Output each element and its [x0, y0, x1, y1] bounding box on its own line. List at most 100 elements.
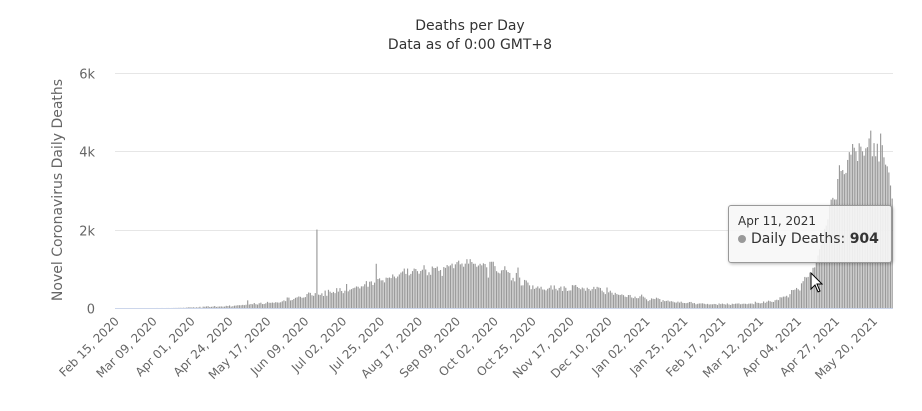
bar[interactable]: [558, 287, 560, 308]
bar[interactable]: [614, 292, 616, 308]
bar[interactable]: [298, 296, 300, 308]
bar[interactable]: [809, 272, 811, 308]
bar[interactable]: [825, 225, 827, 308]
bar[interactable]: [552, 289, 554, 308]
bar[interactable]: [281, 301, 283, 308]
bar[interactable]: [705, 304, 707, 308]
bar[interactable]: [720, 304, 722, 308]
bar[interactable]: [273, 302, 275, 308]
bar[interactable]: [357, 286, 359, 308]
bar[interactable]: [467, 263, 470, 308]
bar[interactable]: [500, 270, 503, 308]
bar[interactable]: [402, 271, 404, 308]
bar[interactable]: [431, 266, 433, 308]
bar[interactable]: [786, 295, 788, 308]
bar[interactable]: [257, 304, 259, 308]
bar[interactable]: [228, 305, 231, 308]
bar[interactable]: [797, 289, 799, 308]
bar[interactable]: [779, 297, 781, 308]
bar[interactable]: [753, 304, 755, 308]
bar[interactable]: [819, 249, 821, 308]
bar[interactable]: [547, 288, 549, 308]
bar[interactable]: [280, 302, 282, 308]
bar[interactable]: [497, 272, 499, 308]
bar[interactable]: [767, 300, 770, 308]
bar[interactable]: [738, 303, 740, 308]
bar[interactable]: [525, 280, 527, 309]
bar[interactable]: [519, 277, 521, 308]
bar[interactable]: [377, 279, 379, 308]
bar[interactable]: [420, 271, 422, 308]
bar[interactable]: [527, 282, 529, 308]
bar[interactable]: [764, 302, 766, 308]
bar[interactable]: [611, 292, 613, 308]
bar[interactable]: [716, 304, 719, 308]
bar[interactable]: [205, 306, 208, 308]
bar[interactable]: [568, 290, 570, 308]
bar[interactable]: [659, 299, 661, 308]
bar[interactable]: [365, 281, 367, 308]
bar[interactable]: [306, 294, 308, 308]
bar[interactable]: [435, 268, 437, 308]
bar[interactable]: [494, 266, 496, 308]
bar[interactable]: [390, 278, 392, 308]
bar[interactable]: [378, 278, 381, 308]
bar[interactable]: [233, 305, 236, 308]
bar[interactable]: [763, 301, 765, 308]
bar[interactable]: [266, 301, 269, 308]
bar[interactable]: [504, 266, 506, 308]
bar[interactable]: [576, 286, 578, 308]
bar[interactable]: [430, 274, 432, 308]
bar[interactable]: [781, 297, 783, 308]
bar[interactable]: [360, 286, 362, 308]
bar[interactable]: [647, 301, 649, 308]
bar[interactable]: [631, 297, 633, 309]
bar[interactable]: [571, 285, 573, 308]
bar[interactable]: [471, 262, 473, 308]
bar[interactable]: [769, 301, 771, 308]
bar[interactable]: [329, 291, 331, 308]
bar[interactable]: [217, 306, 219, 308]
bar[interactable]: [535, 287, 537, 308]
bar[interactable]: [496, 271, 498, 308]
bar[interactable]: [502, 269, 504, 308]
bar[interactable]: [593, 286, 595, 308]
bar[interactable]: [425, 269, 427, 309]
bar[interactable]: [187, 307, 189, 308]
bar[interactable]: [301, 297, 303, 308]
bar[interactable]: [291, 300, 293, 308]
bar[interactable]: [748, 303, 750, 308]
bar[interactable]: [316, 229, 318, 308]
bar[interactable]: [189, 307, 191, 308]
bar[interactable]: [481, 265, 483, 308]
bar[interactable]: [556, 290, 559, 308]
bar[interactable]: [766, 301, 768, 308]
bar[interactable]: [528, 285, 531, 308]
bar[interactable]: [820, 244, 822, 308]
bar[interactable]: [369, 281, 371, 308]
bar[interactable]: [232, 306, 234, 308]
bar[interactable]: [619, 294, 621, 308]
bar[interactable]: [354, 287, 356, 308]
bar[interactable]: [275, 302, 277, 308]
bar[interactable]: [553, 285, 555, 308]
bar[interactable]: [814, 267, 816, 308]
bar[interactable]: [337, 291, 339, 308]
bar[interactable]: [289, 300, 292, 308]
bar[interactable]: [799, 290, 801, 308]
bar[interactable]: [697, 303, 699, 308]
bar[interactable]: [629, 294, 631, 308]
bar[interactable]: [634, 296, 636, 308]
bar[interactable]: [319, 294, 321, 308]
bar[interactable]: [393, 276, 395, 308]
bar[interactable]: [237, 305, 239, 308]
bar[interactable]: [563, 286, 565, 308]
bar[interactable]: [543, 289, 545, 308]
bar[interactable]: [204, 306, 206, 308]
bar[interactable]: [436, 266, 438, 308]
bar[interactable]: [451, 263, 453, 308]
bar[interactable]: [370, 281, 372, 308]
bar[interactable]: [664, 301, 666, 308]
bar[interactable]: [276, 302, 278, 308]
bar[interactable]: [599, 287, 601, 308]
